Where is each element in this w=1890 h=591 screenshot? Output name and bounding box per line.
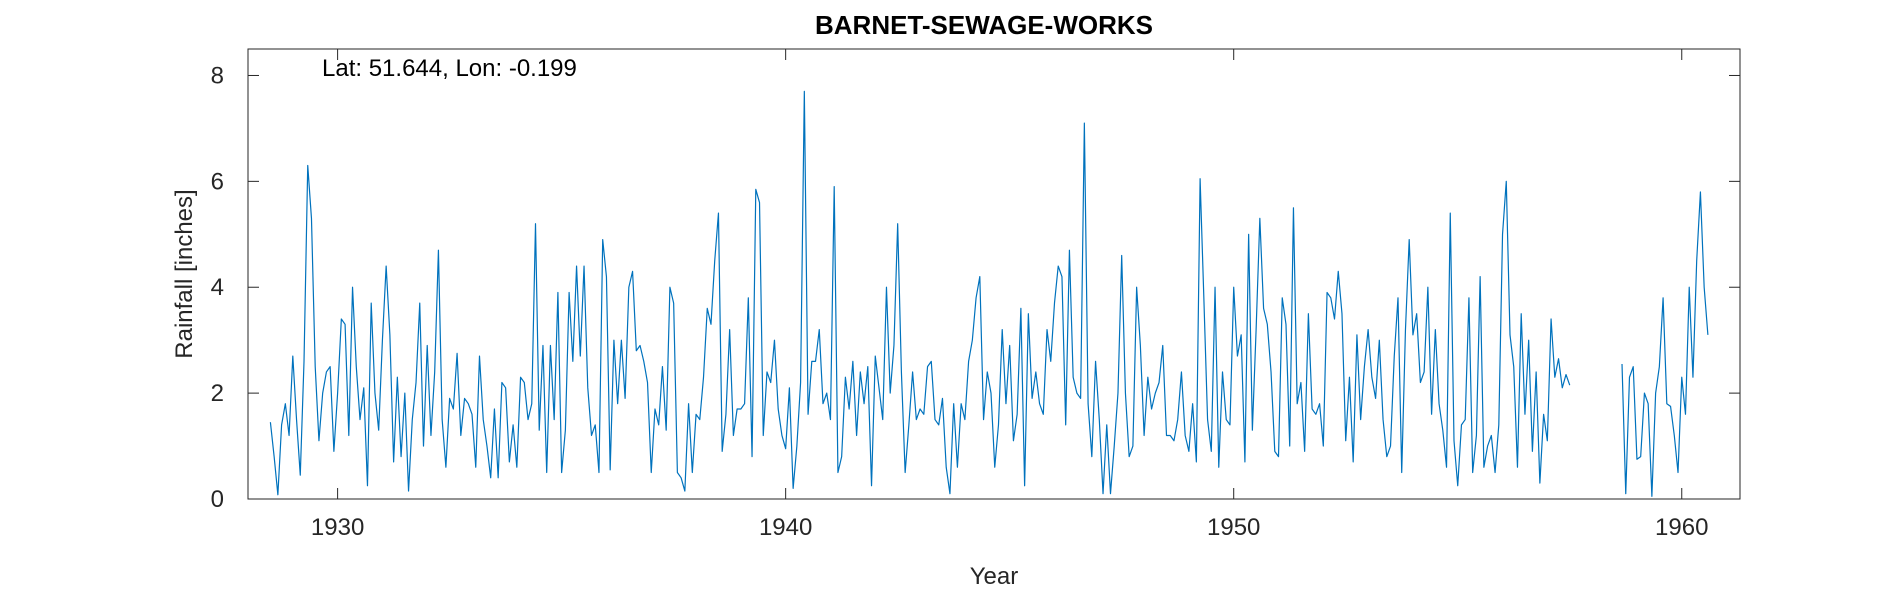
x-tick-label: 1940 — [759, 514, 812, 541]
axis-tick-labels: 1930 1940 1950 1960 0 2 4 6 8 — [211, 62, 1709, 541]
x-tick-label: 1960 — [1655, 514, 1708, 541]
series-line-segment — [269, 90, 1571, 496]
y-tick-label: 4 — [211, 274, 224, 301]
y-tick-label: 0 — [211, 486, 224, 513]
axis-ticks — [248, 49, 1740, 500]
y-tick-label: 2 — [211, 380, 224, 407]
series-line-segment — [1621, 191, 1709, 497]
chart-title: BARNET-SEWAGE-WORKS — [815, 10, 1153, 40]
y-tick-label: 6 — [211, 168, 224, 195]
x-tick-label: 1930 — [311, 514, 364, 541]
x-axis-label: Year — [970, 563, 1019, 590]
x-tick-label: 1950 — [1207, 514, 1260, 541]
station-location-annotation: Lat: 51.644, Lon: -0.199 — [322, 55, 577, 82]
y-tick-label: 8 — [211, 62, 224, 89]
series-rainfall — [269, 90, 1709, 497]
plot-area-frame — [247, 48, 1741, 500]
y-axis-label: Rainfall [inches] — [171, 189, 198, 358]
